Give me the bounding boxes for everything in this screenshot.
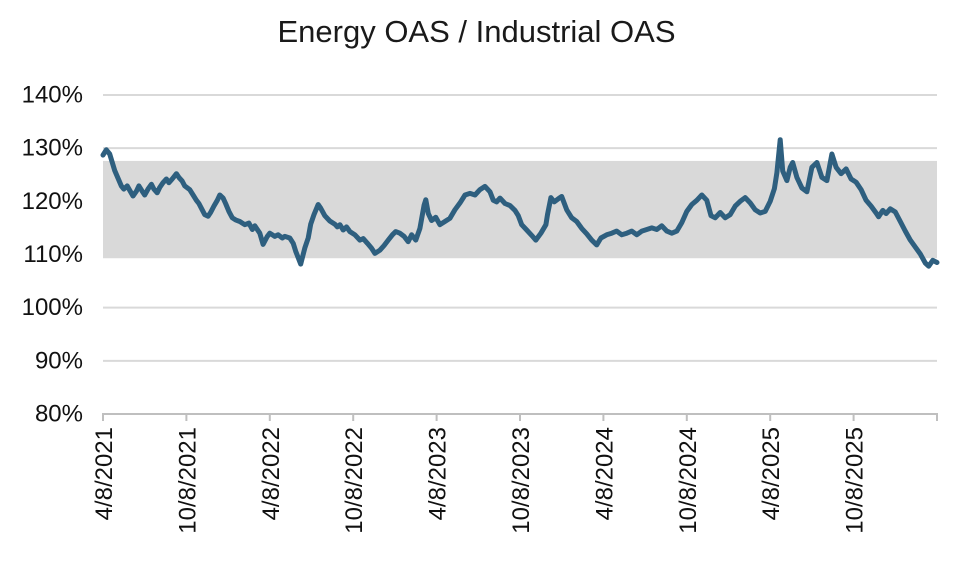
x-tick-label: 10/8/2023 xyxy=(508,427,535,534)
x-tick-label: 4/8/2021 xyxy=(91,427,118,520)
y-tick-label: 130% xyxy=(22,135,83,162)
x-tick-label: 10/8/2022 xyxy=(341,427,368,534)
x-tick-label: 4/8/2024 xyxy=(591,427,618,520)
y-tick-label: 140% xyxy=(22,82,83,109)
series-line xyxy=(100,137,940,269)
x-tick-label: 10/8/2024 xyxy=(675,427,702,534)
y-tick-label: 100% xyxy=(22,294,83,321)
y-tick-label: 80% xyxy=(35,401,83,428)
chart-title: Energy OAS / Industrial OAS xyxy=(277,14,676,49)
x-tick-label: 4/8/2022 xyxy=(258,427,285,520)
y-tick-label: 120% xyxy=(22,188,83,215)
x-tick-label: 10/8/2021 xyxy=(174,427,201,534)
y-tick-label: 90% xyxy=(35,347,83,374)
x-tick-label: 4/8/2023 xyxy=(425,427,452,520)
y-tick-label: 110% xyxy=(23,241,83,268)
x-tick-label: 4/8/2025 xyxy=(758,427,785,520)
x-tick-label: 10/8/2025 xyxy=(842,427,869,534)
